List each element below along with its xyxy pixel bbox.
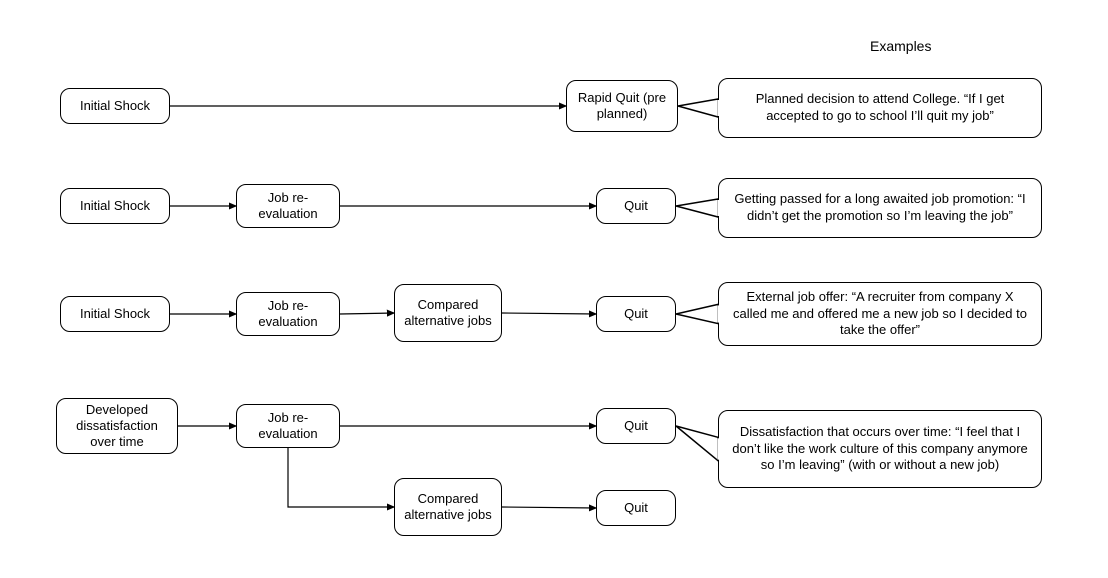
edge-r3_comp-r3_quit xyxy=(502,313,596,314)
node-r3_comp: Compared alternative jobs xyxy=(394,284,502,342)
node-r3_quit: Quit xyxy=(596,296,676,332)
edge-r4_comp-r4_quitB xyxy=(502,507,596,508)
edge-r3_eval-r3_comp xyxy=(340,313,394,314)
node-r4_comp: Compared alternative jobs xyxy=(394,478,502,536)
callout-c4: Dissatisfaction that occurs over time: “… xyxy=(718,410,1042,488)
node-r2_start: Initial Shock xyxy=(60,188,170,224)
callout-c1: Planned decision to attend College. “If … xyxy=(718,78,1042,138)
node-r4_quitA: Quit xyxy=(596,408,676,444)
node-r3_start: Initial Shock xyxy=(60,296,170,332)
edge-r4_eval-r4_comp xyxy=(288,448,394,507)
node-r1_start: Initial Shock xyxy=(60,88,170,124)
node-r3_eval: Job re-evaluation xyxy=(236,292,340,336)
examples-heading: Examples xyxy=(870,38,931,54)
node-r1_quit: Rapid Quit (pre planned) xyxy=(566,80,678,132)
callout-c2: Getting passed for a long awaited job pr… xyxy=(718,178,1042,238)
node-r2_eval: Job re-evaluation xyxy=(236,184,340,228)
node-r4_eval: Job re-evaluation xyxy=(236,404,340,448)
node-r2_quit: Quit xyxy=(596,188,676,224)
node-r4_start: Developed dissatisfaction over time xyxy=(56,398,178,454)
node-r4_quitB: Quit xyxy=(596,490,676,526)
callout-c3: External job offer: “A recruiter from co… xyxy=(718,282,1042,346)
